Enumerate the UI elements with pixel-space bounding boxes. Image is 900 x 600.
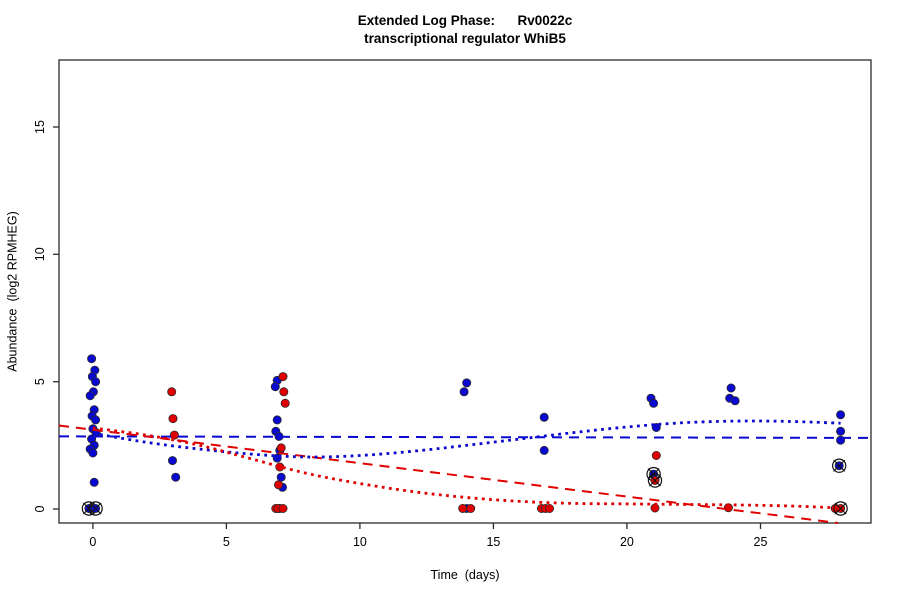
data-point-blue	[649, 398, 659, 408]
data-point-blue	[91, 377, 101, 387]
flag-x-icon	[834, 502, 847, 515]
data-point-blue	[276, 472, 286, 482]
y-tick-label: 5	[33, 378, 47, 385]
flag-circle-icon	[647, 473, 663, 488]
data-point-red	[458, 503, 468, 513]
x-tick-label: 25	[754, 535, 768, 549]
trend-line-lm-blue	[58, 435, 872, 439]
flag-x-icon	[649, 474, 661, 487]
data-point-blue	[88, 448, 98, 458]
data-point-red	[279, 387, 289, 397]
data-point-blue	[462, 378, 472, 388]
y-tick-label: 0	[33, 505, 47, 512]
x-tick-label: 15	[486, 535, 500, 549]
data-point-blue	[651, 422, 661, 432]
data-point-blue	[459, 387, 469, 397]
data-point-blue	[836, 426, 846, 436]
trend-line-lm-red	[58, 424, 839, 524]
data-point-blue	[91, 415, 101, 425]
x-tick-label: 10	[353, 535, 367, 549]
data-point-red	[280, 398, 290, 408]
data-point-blue	[730, 396, 740, 406]
x-tick-label: 5	[223, 535, 230, 549]
data-point-red	[545, 503, 555, 513]
data-point-blue	[167, 456, 177, 466]
data-point-red	[167, 387, 177, 397]
y-tick-label: 15	[33, 120, 47, 134]
data-point-red	[169, 430, 179, 440]
flag-circle-icon	[832, 458, 847, 473]
x-tick-label: 0	[89, 535, 96, 549]
data-point-red	[278, 503, 288, 513]
chart-subtitle: transcriptional regulator WhiB5	[364, 31, 566, 46]
data-point-blue	[539, 445, 549, 455]
data-point-blue	[87, 354, 97, 364]
chart-title: Extended Log Phase: Rv0022c	[357, 13, 573, 28]
data-point-blue	[89, 477, 99, 487]
data-point-blue	[836, 410, 846, 420]
data-point-blue	[270, 382, 280, 392]
x-axis-label: Time (days)	[430, 568, 500, 582]
flag-circle-icon	[88, 501, 103, 516]
data-point-blue	[726, 383, 736, 393]
flag-circle-icon	[833, 501, 848, 516]
plot-frame	[58, 59, 872, 524]
x-tick-label: 20	[620, 535, 634, 549]
data-point-red	[276, 443, 286, 453]
trend-line-lowess-blue	[92, 419, 841, 459]
y-tick-label: 10	[33, 247, 47, 261]
trend-line-lowess-red	[92, 426, 841, 510]
data-point-blue	[85, 391, 95, 401]
data-point-red	[651, 450, 661, 460]
flag-x-icon	[89, 502, 102, 515]
data-point-red	[273, 480, 283, 490]
flag-x-icon	[833, 459, 846, 472]
data-point-blue	[539, 412, 549, 422]
data-point-blue	[171, 472, 181, 482]
data-point-blue	[272, 415, 282, 425]
data-point-red	[168, 414, 178, 424]
data-point-red	[466, 503, 476, 513]
data-point-red	[278, 372, 288, 382]
